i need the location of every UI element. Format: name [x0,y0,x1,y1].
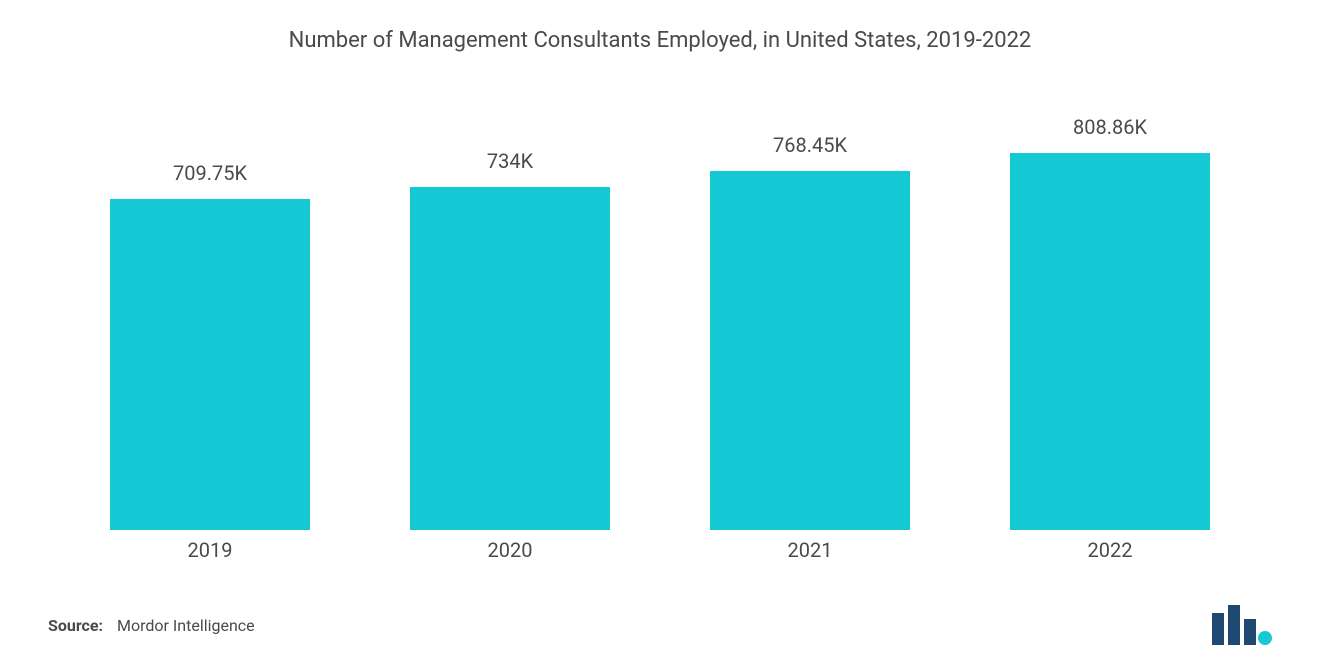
chart-container: Number of Management Consultants Employe… [0,0,1320,665]
bar-value-label: 734K [487,149,533,173]
bar-group-2019: 709.75K [60,199,360,530]
bars-row: 709.75K 734K 768.45K 808.86K [60,110,1260,530]
x-axis: 2019 2020 2021 2022 [60,530,1260,570]
bar-group-2020: 734K [360,187,660,530]
source-label: Source: [48,616,103,635]
mordor-logo-icon [1212,605,1272,645]
bar-value-label: 709.75K [173,161,247,185]
plot-area: 709.75K 734K 768.45K 808.86K [60,110,1260,530]
bar-2021 [710,171,910,530]
logo-dot [1258,631,1272,645]
bar-2019 [110,199,310,530]
chart-title: Number of Management Consultants Employe… [0,28,1320,53]
logo-bar-2 [1228,605,1240,645]
logo-bar-1 [1212,613,1224,645]
x-tick-2019: 2019 [60,530,360,570]
logo-bar-3 [1244,619,1256,645]
bar-value-label: 808.86K [1073,115,1147,139]
x-tick-2021: 2021 [660,530,960,570]
x-tick-2020: 2020 [360,530,660,570]
x-tick-2022: 2022 [960,530,1260,570]
bar-2020 [410,187,610,530]
bar-2022 [1010,153,1210,530]
source-line: Source: Mordor Intelligence [48,616,255,635]
source-value: Mordor Intelligence [117,616,255,635]
bar-group-2022: 808.86K [960,153,1260,530]
bar-value-label: 768.45K [773,133,847,157]
bar-group-2021: 768.45K [660,171,960,530]
